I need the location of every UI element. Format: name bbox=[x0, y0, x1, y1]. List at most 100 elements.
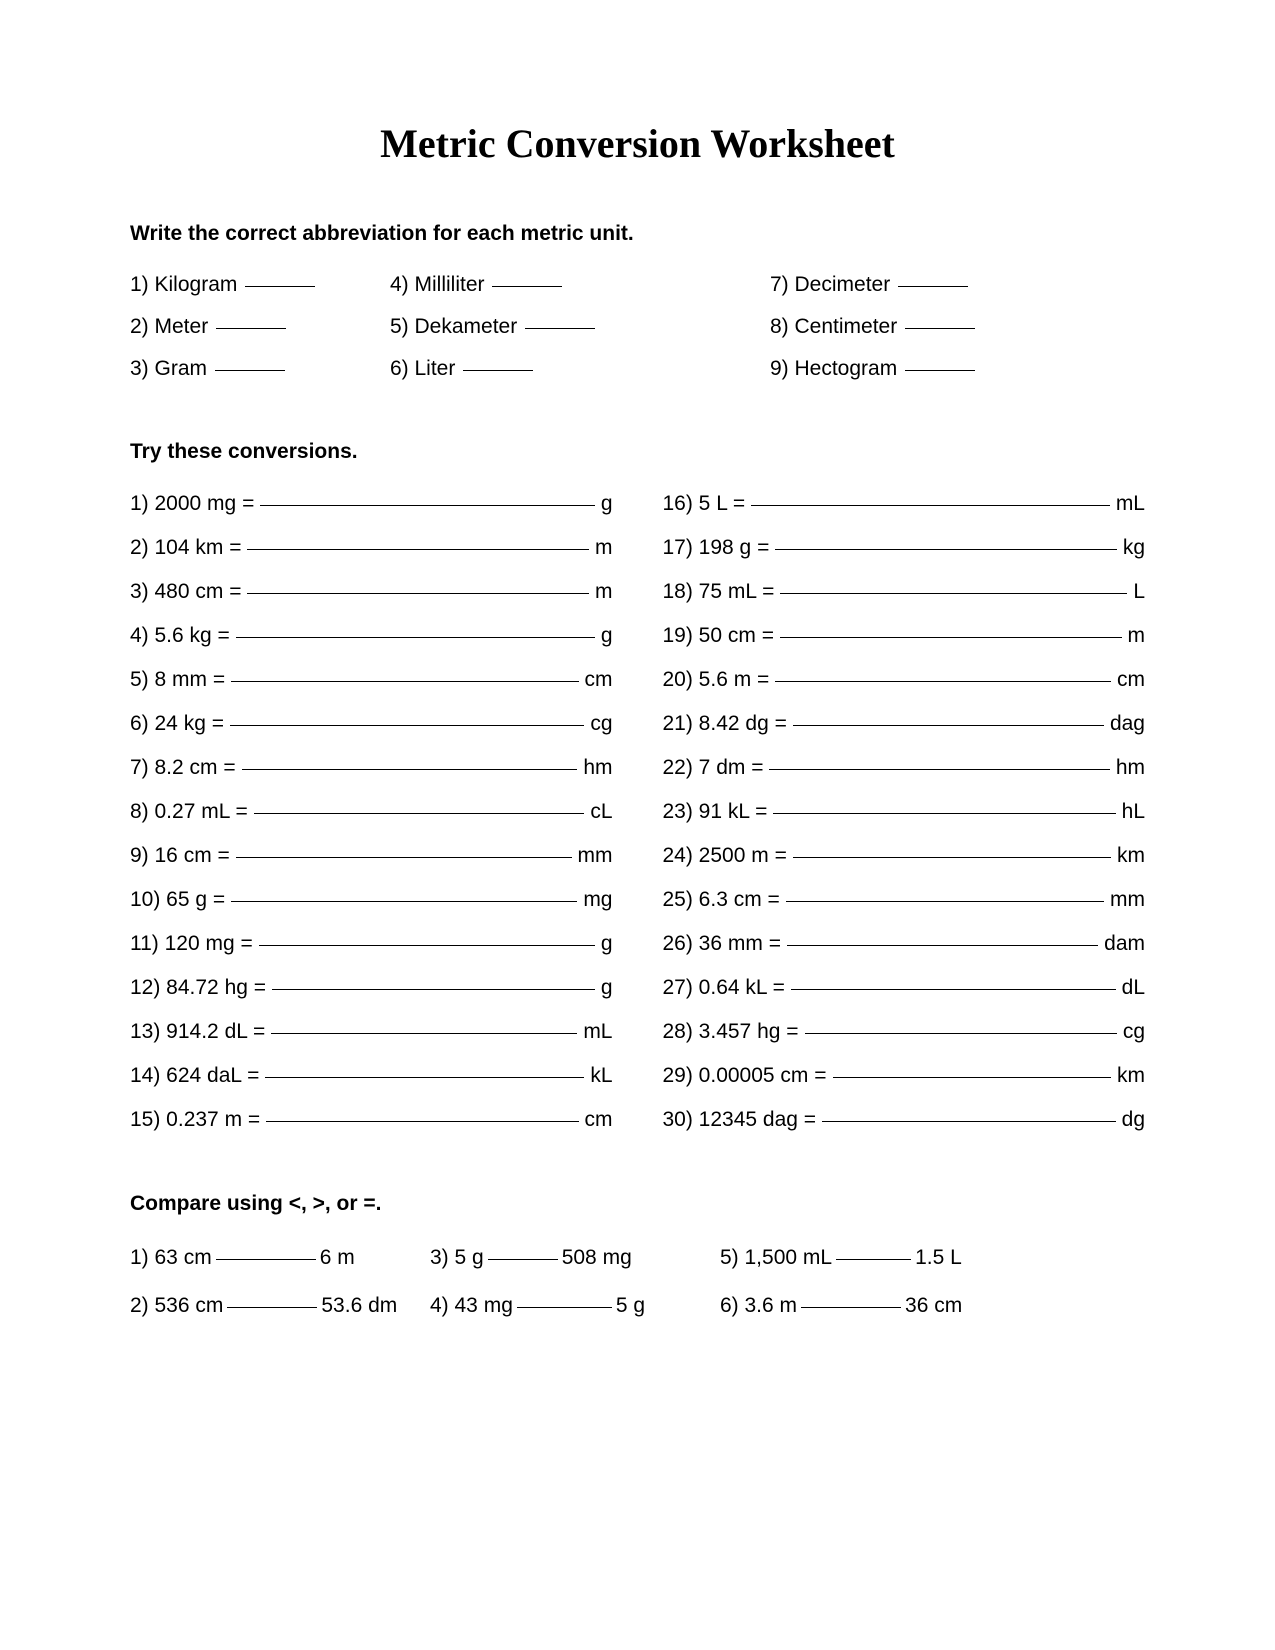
blank-line[interactable] bbox=[488, 1259, 558, 1260]
blank-line[interactable] bbox=[271, 1033, 577, 1034]
blank-line[interactable] bbox=[254, 813, 585, 814]
blank-line[interactable] bbox=[242, 769, 578, 770]
conversion-unit: hL bbox=[1122, 790, 1145, 834]
blank-line[interactable] bbox=[227, 1307, 317, 1308]
compare-left: 3) 5 g bbox=[430, 1234, 484, 1282]
abbrev-label: 1) Kilogram bbox=[130, 273, 243, 296]
conversion-lhs: 6) 24 kg = bbox=[130, 702, 224, 746]
blank-line[interactable] bbox=[905, 328, 975, 329]
blank-line[interactable] bbox=[236, 857, 572, 858]
blank-line[interactable] bbox=[773, 813, 1115, 814]
abbrev-item: 8) Centimeter bbox=[770, 306, 1145, 348]
abbrev-item: 2) Meter bbox=[130, 306, 390, 348]
conversion-item: 29) 0.00005 cm =km bbox=[663, 1054, 1146, 1098]
blank-line[interactable] bbox=[805, 1033, 1117, 1034]
conversion-item: 5) 8 mm =cm bbox=[130, 658, 613, 702]
blank-line[interactable] bbox=[833, 1077, 1111, 1078]
blank-line[interactable] bbox=[780, 593, 1127, 594]
abbrev-label: 4) Milliliter bbox=[390, 273, 490, 296]
blank-line[interactable] bbox=[787, 945, 1098, 946]
conversion-lhs: 12) 84.72 hg = bbox=[130, 966, 266, 1010]
conversion-item: 23) 91 kL =hL bbox=[663, 790, 1146, 834]
conversion-lhs: 30) 12345 dag = bbox=[663, 1098, 817, 1142]
conversion-item: 7) 8.2 cm =hm bbox=[130, 746, 613, 790]
conversion-lhs: 1) 2000 mg = bbox=[130, 482, 254, 526]
blank-line[interactable] bbox=[259, 945, 595, 946]
conversion-lhs: 11) 120 mg = bbox=[130, 922, 253, 966]
blank-line[interactable] bbox=[751, 505, 1110, 506]
blank-line[interactable] bbox=[905, 370, 975, 371]
blank-line[interactable] bbox=[216, 1259, 316, 1260]
blank-line[interactable] bbox=[230, 725, 584, 726]
compare-right: 1.5 L bbox=[915, 1234, 962, 1282]
compare-grid: 1) 63 cm6 m3) 5 g508 mg5) 1,500 mL1.5 L2… bbox=[130, 1234, 1145, 1330]
conversion-unit: m bbox=[595, 526, 613, 570]
blank-line[interactable] bbox=[775, 549, 1116, 550]
conversion-unit: kg bbox=[1123, 526, 1145, 570]
conversion-lhs: 5) 8 mm = bbox=[130, 658, 225, 702]
blank-line[interactable] bbox=[786, 901, 1104, 902]
conversions-grid: 1) 2000 mg =g2) 104 km =m3) 480 cm =m4) … bbox=[130, 482, 1145, 1142]
conversion-lhs: 22) 7 dm = bbox=[663, 746, 764, 790]
abbrev-label: 5) Dekameter bbox=[390, 315, 523, 338]
conversion-lhs: 9) 16 cm = bbox=[130, 834, 230, 878]
conversion-item: 10) 65 g =mg bbox=[130, 878, 613, 922]
compare-left: 6) 3.6 m bbox=[720, 1282, 797, 1330]
blank-line[interactable] bbox=[265, 1077, 584, 1078]
conversion-item: 1) 2000 mg =g bbox=[130, 482, 613, 526]
blank-line[interactable] bbox=[216, 328, 286, 329]
conversion-lhs: 15) 0.237 m = bbox=[130, 1098, 260, 1142]
blank-line[interactable] bbox=[775, 681, 1111, 682]
blank-line[interactable] bbox=[898, 286, 968, 287]
compare-left: 5) 1,500 mL bbox=[720, 1234, 832, 1282]
conversion-item: 17) 198 g = kg bbox=[663, 526, 1146, 570]
abbrev-item: 7) Decimeter bbox=[770, 264, 1145, 306]
conversion-lhs: 28) 3.457 hg = bbox=[663, 1010, 799, 1054]
compare-left: 1) 63 cm bbox=[130, 1234, 212, 1282]
conversion-lhs: 17) 198 g = bbox=[663, 526, 770, 570]
blank-line[interactable] bbox=[793, 857, 1111, 858]
blank-line[interactable] bbox=[822, 1121, 1116, 1122]
blank-line[interactable] bbox=[517, 1307, 612, 1308]
blank-line[interactable] bbox=[801, 1307, 901, 1308]
conversion-item: 22) 7 dm =hm bbox=[663, 746, 1146, 790]
blank-line[interactable] bbox=[525, 328, 595, 329]
compare-right: 5 g bbox=[616, 1282, 645, 1330]
blank-line[interactable] bbox=[215, 370, 285, 371]
blank-line[interactable] bbox=[236, 637, 595, 638]
conversion-lhs: 3) 480 cm = bbox=[130, 570, 241, 614]
section1-heading: Write the correct abbreviation for each … bbox=[130, 222, 1145, 246]
blank-line[interactable] bbox=[492, 286, 562, 287]
blank-line[interactable] bbox=[780, 637, 1122, 638]
blank-line[interactable] bbox=[231, 681, 578, 682]
conversion-lhs: 20) 5.6 m = bbox=[663, 658, 770, 702]
conversion-unit: g bbox=[601, 614, 613, 658]
compare-right: 36 cm bbox=[905, 1282, 962, 1330]
conversion-lhs: 19) 50 cm = bbox=[663, 614, 774, 658]
blank-line[interactable] bbox=[769, 769, 1109, 770]
conversion-unit: dL bbox=[1122, 966, 1145, 1010]
blank-line[interactable] bbox=[793, 725, 1104, 726]
conversion-item: 11) 120 mg =g bbox=[130, 922, 613, 966]
compare-item: 6) 3.6 m 36 cm bbox=[720, 1282, 1145, 1330]
blank-line[interactable] bbox=[260, 505, 594, 506]
abbrev-label: 8) Centimeter bbox=[770, 315, 903, 338]
conversion-item: 8) 0.27 mL =cL bbox=[130, 790, 613, 834]
blank-line[interactable] bbox=[245, 286, 315, 287]
abbrev-item: 4) Milliliter bbox=[390, 264, 770, 306]
conversion-unit: mm bbox=[578, 834, 613, 878]
blank-line[interactable] bbox=[463, 370, 533, 371]
blank-line[interactable] bbox=[272, 989, 595, 990]
blank-line[interactable] bbox=[247, 593, 589, 594]
compare-right: 53.6 dm bbox=[321, 1282, 397, 1330]
blank-line[interactable] bbox=[266, 1121, 578, 1122]
compare-item: 5) 1,500 mL 1.5 L bbox=[720, 1234, 1145, 1282]
conversion-lhs: 16) 5 L = bbox=[663, 482, 746, 526]
conversion-item: 26) 36 mm =dam bbox=[663, 922, 1146, 966]
compare-row: 2) 536 cm53.6 dm4) 43 mg5 g6) 3.6 m36 cm bbox=[130, 1282, 1145, 1330]
blank-line[interactable] bbox=[791, 989, 1116, 990]
blank-line[interactable] bbox=[231, 901, 577, 902]
blank-line[interactable] bbox=[836, 1259, 911, 1260]
conversion-lhs: 13) 914.2 dL = bbox=[130, 1010, 265, 1054]
blank-line[interactable] bbox=[247, 549, 589, 550]
